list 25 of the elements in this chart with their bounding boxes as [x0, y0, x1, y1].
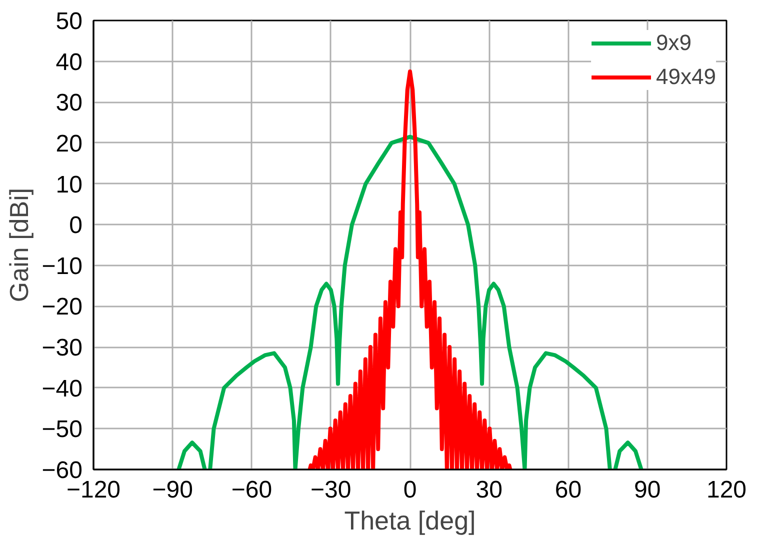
y-tick-label: 30	[56, 90, 83, 117]
y-tick-label: −20	[42, 294, 83, 321]
x-tick-label: −30	[310, 476, 352, 504]
x-axis-title: Theta [deg]	[344, 506, 476, 536]
y-tick-label: −60	[42, 457, 83, 484]
legend-label: 49x49	[656, 64, 716, 90]
x-tick-label: 90	[634, 476, 661, 504]
y-axis-title: Gain [dBi]	[4, 188, 34, 302]
y-tick-label: 40	[56, 48, 83, 76]
y-tick-label: −30	[42, 334, 83, 362]
x-tick-label: 120	[706, 476, 747, 504]
x-tick-label: 30	[476, 476, 502, 504]
y-tick-label: −50	[42, 416, 83, 444]
y-tick-label: −10	[42, 252, 83, 280]
legend-label: 9x9	[656, 30, 692, 56]
x-tick-label: 0	[403, 476, 417, 504]
x-tick-label: −90	[152, 476, 193, 504]
line-series	[308, 70, 512, 470]
y-tick-label: 50	[56, 8, 83, 35]
y-tick-label: 10	[56, 171, 83, 198]
x-tick-label: 60	[554, 476, 582, 504]
y-tick-label: 20	[56, 130, 83, 158]
x-tick-label: −60	[231, 476, 272, 504]
y-tick-label: −40	[42, 375, 83, 402]
y-tick-label: 0	[69, 212, 83, 240]
